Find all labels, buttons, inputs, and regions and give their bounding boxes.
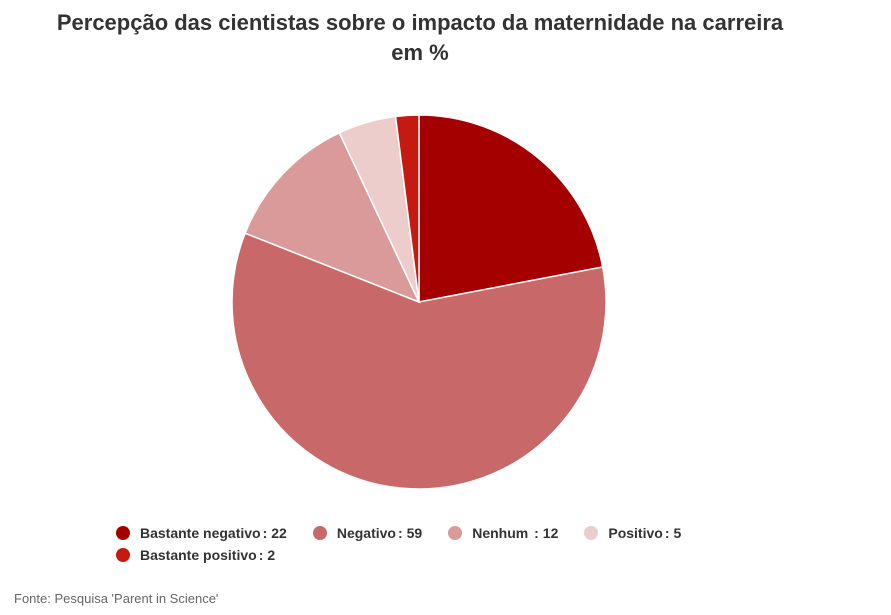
legend-value: 59: [406, 525, 423, 541]
legend-swatch: [312, 526, 327, 540]
legend-separator: :: [258, 547, 264, 563]
legend-swatch: [116, 526, 130, 540]
legend-separator: :: [397, 525, 403, 541]
chart-title-line-1: Percepção das cientistas sobre o impacto…: [56, 10, 784, 35]
legend-value: 2: [267, 547, 276, 563]
legend-value: 22: [271, 525, 287, 541]
legend-separator: :: [664, 525, 670, 541]
legend-separator: :: [262, 525, 268, 541]
legend-label: Nenhum: [472, 525, 533, 541]
legend-value: 12: [542, 525, 559, 541]
legend-item-1: Negativo:59: [312, 524, 423, 542]
legend-swatch: [584, 526, 599, 540]
pie-slice-4: [394, 114, 420, 303]
chart-legend: Bastante negativo:22 Negativo:59 Nenhum :1…: [116, 524, 776, 564]
legend-item-2: Nenhum :12: [448, 524, 558, 542]
pie-slice-1: [231, 232, 607, 490]
legend-separator: :: [534, 525, 539, 541]
legend-item-0: Bastante negativo:22: [116, 524, 287, 542]
legend-item-3: Positivo:5: [584, 524, 681, 542]
legend-value: 5: [673, 525, 682, 541]
pie-chart: [231, 114, 607, 490]
legend-label: Bastante negativo: [140, 525, 261, 541]
chart-title: Percepção das cientistas sobre o impacto…: [0, 8, 840, 68]
chart-title-line-2: em %: [391, 40, 449, 65]
legend-label: Bastante positivo: [140, 547, 257, 563]
legend-swatch: [448, 526, 463, 540]
legend-label: Positivo: [608, 525, 663, 541]
legend-label: Negativo: [336, 525, 396, 541]
pie-slice-2: [244, 131, 421, 304]
legend-swatch: [116, 548, 130, 562]
legend-item-4: Bastante positivo:2: [116, 546, 275, 564]
pie-slice-0: [418, 114, 604, 303]
source-note: Fonte: Pesquisa 'Parent in Science': [14, 591, 219, 606]
